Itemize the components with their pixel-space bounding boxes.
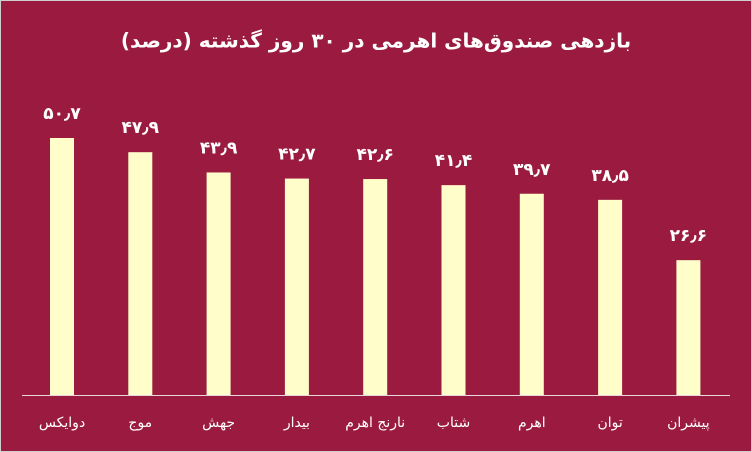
bar xyxy=(206,172,231,395)
x-tick-label: نارنج اهرم xyxy=(345,415,405,431)
x-tick-label: جهش xyxy=(202,415,235,431)
bar xyxy=(284,178,309,395)
value-label: ۲۶٫۶ xyxy=(670,226,707,246)
value-label: ۴۱٫۴ xyxy=(435,151,472,171)
bar xyxy=(441,185,466,395)
value-label: ۳۸٫۵ xyxy=(591,166,628,186)
chart-title: بازدهی صندوق‌های اهرمی در ۳۰ روز گذشته (… xyxy=(121,29,631,53)
x-tick-label: توان xyxy=(597,415,622,431)
value-label: ۴۳٫۹ xyxy=(200,138,238,158)
x-tick-label: شتاب xyxy=(437,415,470,431)
value-label: ۵۰٫۷ xyxy=(43,104,81,124)
bar xyxy=(598,199,623,395)
bar xyxy=(519,193,544,395)
bar xyxy=(128,152,153,395)
value-label: ۴۷٫۹ xyxy=(122,118,160,138)
x-tick-label: دوایکس xyxy=(39,415,85,431)
bar xyxy=(363,179,388,395)
x-tick-label: موج xyxy=(128,415,152,431)
value-label: ۳۹٫۷ xyxy=(513,160,551,180)
bar xyxy=(50,138,74,395)
value-label: ۴۲٫۷ xyxy=(278,145,316,165)
value-label: ۴۲٫۶ xyxy=(356,145,393,165)
x-tick-label: پیشران xyxy=(667,415,710,431)
x-tick-label: اهرم xyxy=(518,415,546,431)
x-tick-label: بیدار xyxy=(283,415,310,431)
bar xyxy=(676,260,701,395)
